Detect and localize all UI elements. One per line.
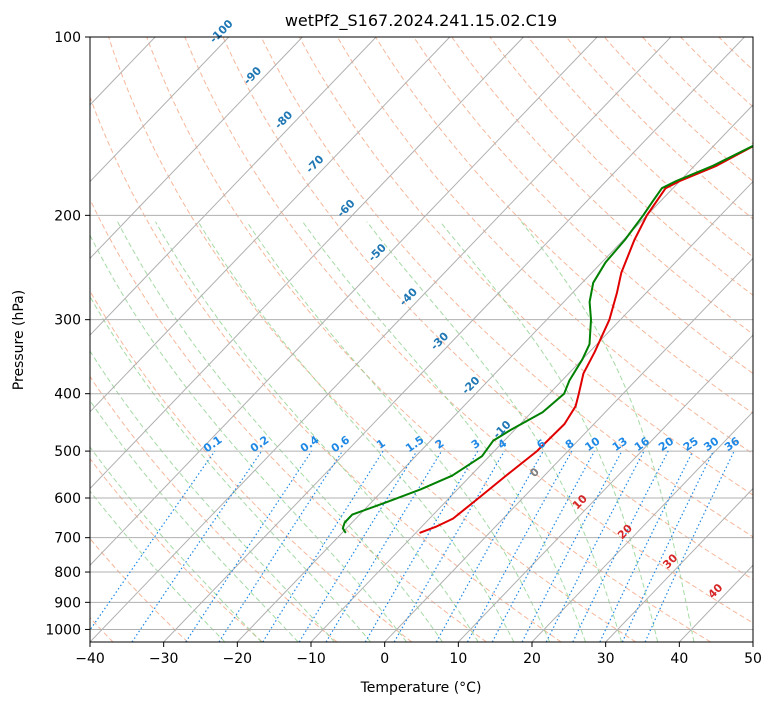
mixing-ratio-line (645, 451, 734, 642)
dry-adiabat-line (337, 37, 775, 642)
moist-adiabat-line (0, 222, 262, 642)
moist-adiabat-line (0, 222, 298, 642)
mixing-ratio-line (436, 451, 543, 642)
mixing-ratio-line (546, 451, 644, 642)
y-tick-label: 500 (54, 444, 81, 460)
isotherm-label: -60 (334, 197, 357, 220)
isotherm-label: 40 (705, 581, 725, 601)
isotherm-label: -70 (303, 152, 326, 175)
dry-adiabat-line (414, 37, 775, 642)
isotherm-label: 20 (615, 522, 635, 542)
x-tick-label: −10 (296, 651, 326, 667)
y-tick-label: 900 (54, 595, 81, 611)
mixing-ratio-line (82, 451, 215, 642)
dry-adiabat-line (261, 37, 775, 642)
mixing-ratio-label: 1.5 (403, 433, 426, 455)
isotherm-label: -80 (272, 108, 295, 131)
dewpoint-profile-line (343, 37, 775, 533)
isotherm-line (164, 37, 745, 642)
dry-adiabat-line (452, 37, 775, 642)
x-tick-label: 0 (380, 651, 389, 667)
dry-adiabat-line (719, 37, 775, 642)
y-tick-label: 200 (54, 208, 81, 224)
mixing-ratio-label: 1 (374, 437, 388, 452)
mixing-ratio-line (219, 451, 343, 642)
mixing-ratio-line (299, 451, 417, 642)
chart-title: wetPf2_S167.2024.241.15.02.C19 (285, 11, 557, 31)
y-tick-label: 600 (54, 491, 81, 507)
mixing-ratio-label: 0.1 (201, 433, 224, 455)
isotherm-line (0, 37, 8, 642)
moist-adiabat-line (440, 222, 658, 642)
isotherm-line (0, 37, 229, 642)
moist-adiabat-line (521, 222, 694, 642)
x-tick-label: −40 (75, 651, 105, 667)
isotherm-line (606, 37, 775, 642)
mixing-ratio-line (522, 451, 622, 642)
y-tick-label: 400 (54, 387, 81, 403)
mixing-ratio-line (573, 451, 668, 642)
isotherm-line (0, 37, 450, 642)
moist-adiabat-line (198, 222, 514, 642)
mixing-ratio-label: 3 (469, 437, 483, 452)
dry-adiabat-line (490, 37, 775, 642)
moist-adiabat-line (83, 222, 406, 642)
isotherm-line (237, 37, 775, 642)
mixing-ratio-label: 0.6 (329, 433, 353, 455)
y-axis-label: Pressure (hPa) (11, 290, 27, 390)
x-tick-label: −20 (223, 651, 253, 667)
isotherm-label: -90 (241, 64, 264, 87)
mixing-ratio-label: 6 (534, 437, 548, 452)
isotherm-line (0, 37, 376, 642)
isotherm-line (679, 37, 775, 642)
y-tick-label: 700 (54, 531, 81, 547)
y-tick-label: 1000 (45, 622, 81, 638)
dry-adiabat-line (185, 37, 775, 642)
isotherm-line (90, 37, 671, 642)
dry-adiabat-line (109, 37, 636, 642)
mixing-ratio-label: 0.2 (248, 433, 271, 455)
dry-adiabat-line (681, 37, 775, 642)
x-tick-label: −30 (149, 651, 179, 667)
plot-frame (90, 37, 753, 642)
x-tick-label: 50 (744, 651, 762, 667)
y-tick-label: 800 (54, 565, 81, 581)
isotherm-label: -100 (207, 17, 236, 46)
dry-adiabat-line (0, 37, 412, 642)
dry-adiabat-line (0, 37, 262, 642)
x-tick-label: 10 (449, 651, 467, 667)
x-tick-label: 20 (523, 651, 541, 667)
series-layer (343, 37, 775, 533)
background-lines (0, 37, 775, 642)
isotherm-label: 10 (570, 492, 590, 512)
y-tick-label: 100 (54, 30, 81, 46)
mixing-ratio-label: 0.4 (298, 433, 322, 455)
isotherm-label: -50 (366, 241, 389, 264)
moist-adiabat-line (118, 222, 443, 642)
dry-adiabat-line (147, 37, 711, 642)
isotherm-line (532, 37, 775, 642)
x-axis-label: Temperature (°C) (360, 680, 482, 696)
y-tick-label: 300 (54, 313, 81, 329)
isotherm-line (753, 37, 775, 642)
dry-adiabat-line (528, 37, 775, 642)
x-tick-label: 40 (670, 651, 688, 667)
isotherm-label: -10 (490, 418, 513, 441)
isotherm-label: 0 (527, 465, 542, 480)
x-tick-label: 30 (597, 651, 615, 667)
dry-adiabat-line (757, 37, 775, 642)
isotherm-line (16, 37, 597, 642)
isotherm-label: -40 (397, 285, 420, 308)
isotherm-label: -30 (428, 329, 451, 352)
